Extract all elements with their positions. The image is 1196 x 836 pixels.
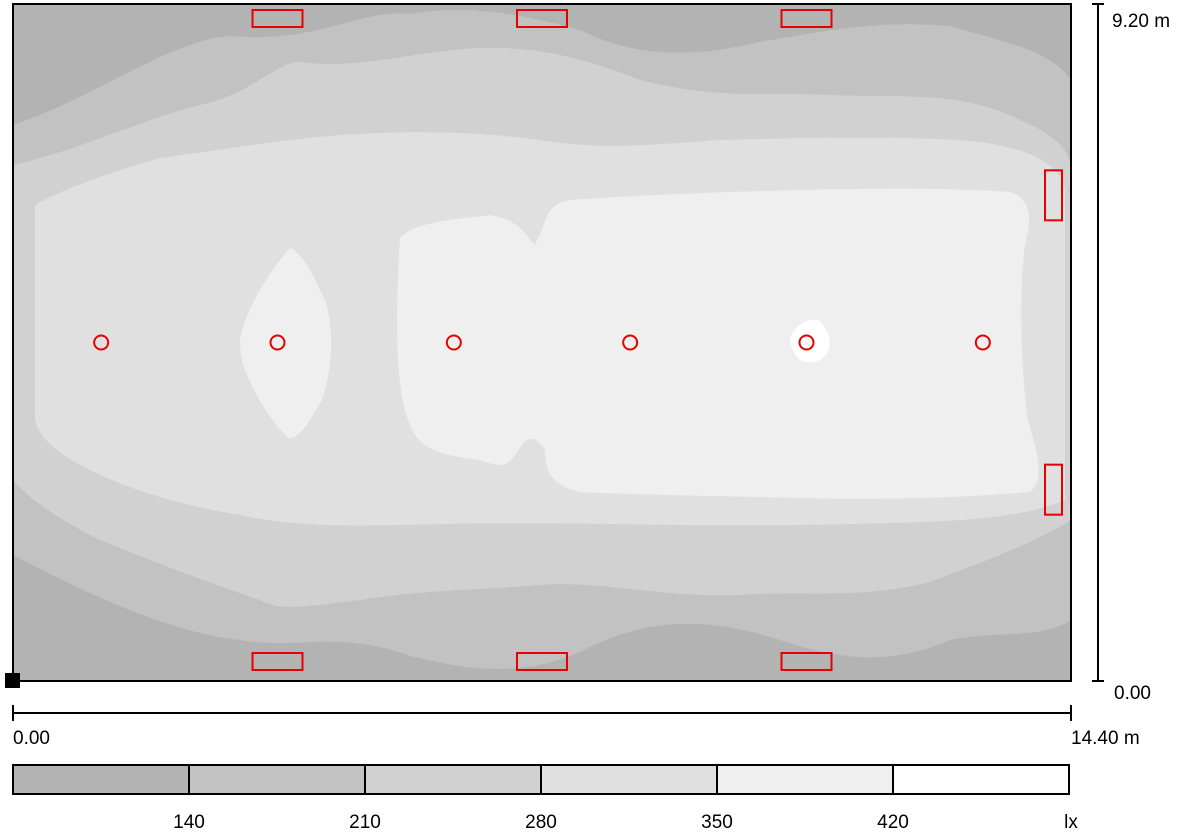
legend-band [188, 764, 366, 795]
legend-band [12, 764, 190, 795]
legend-band [716, 764, 894, 795]
wall-luminaire-symbol [780, 9, 833, 28]
legend-threshold-label: 350 [701, 812, 733, 833]
y-dimension-line [1092, 3, 1104, 682]
wall-luminaire-symbol [516, 9, 568, 28]
legend-bar [12, 764, 1070, 795]
downlight-symbol [622, 334, 639, 351]
downlight-symbol [798, 334, 815, 351]
legend-unit-label: lx [1064, 812, 1078, 833]
legend-threshold-label: 420 [877, 812, 909, 833]
y-axis-end-label: 9.20 m [1112, 11, 1171, 32]
legend-band [364, 764, 542, 795]
y-axis-start-label: 0.00 [1114, 683, 1151, 704]
x-axis-end-label: 14.40 m [1071, 728, 1140, 749]
legend-threshold-label: 210 [349, 812, 381, 833]
downlight-symbol [269, 334, 286, 351]
wall-luminaire-symbol [780, 652, 833, 671]
downlight-symbol [974, 334, 991, 351]
origin-marker [5, 673, 20, 688]
downlight-symbol [93, 334, 110, 351]
wall-luminaire-symbol [1044, 463, 1063, 516]
legend-threshold-label: 140 [173, 812, 205, 833]
isolux-contours [12, 3, 1072, 682]
wall-luminaire-symbol [1044, 169, 1063, 222]
legend-band [892, 764, 1070, 795]
legend-band [540, 764, 718, 795]
wall-luminaire-symbol [251, 9, 304, 28]
x-axis-start-label: 0.00 [13, 728, 50, 749]
wall-luminaire-symbol [516, 652, 568, 671]
luminaire-layer [93, 9, 1063, 671]
x-dimension-line [12, 705, 1072, 721]
downlight-symbol [445, 334, 462, 351]
wall-luminaire-symbol [251, 652, 304, 671]
legend-threshold-label: 280 [525, 812, 557, 833]
